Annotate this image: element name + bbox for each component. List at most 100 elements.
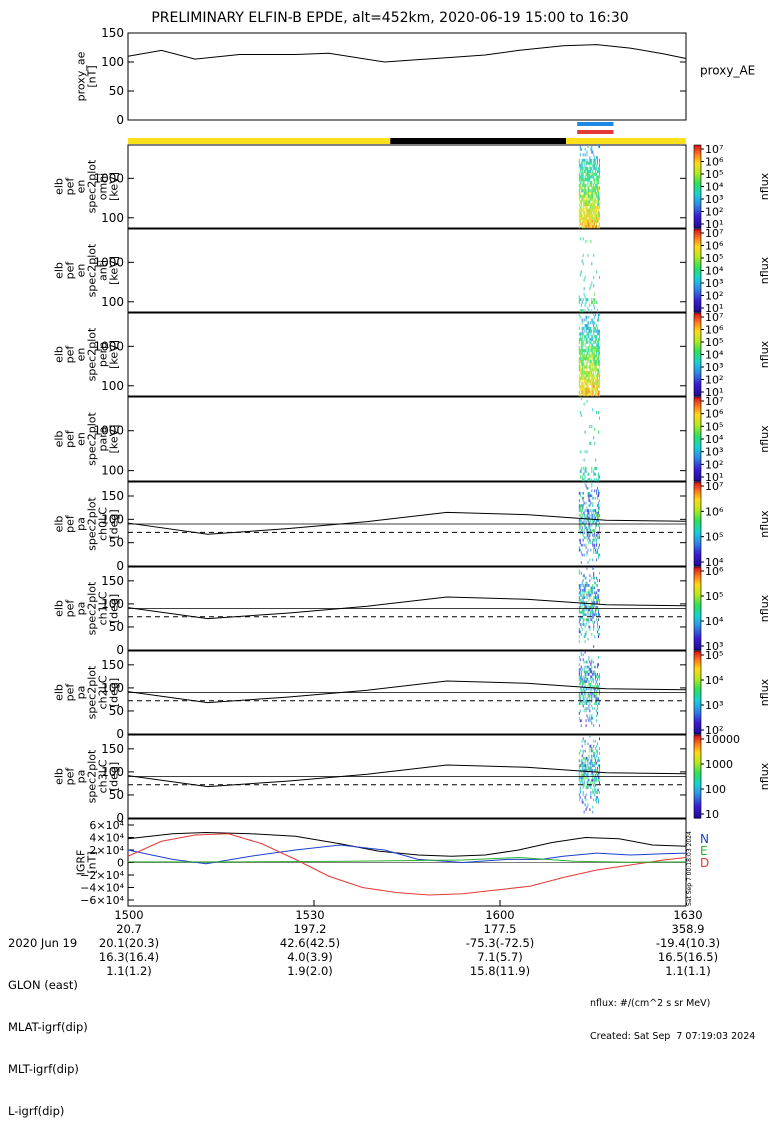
en_para-pixel: [584, 450, 586, 454]
en_para-ylabel-line-1: pef: [64, 429, 77, 448]
en_perp-pixel: [584, 371, 586, 375]
en_anti-colorbar-cell-5: [694, 239, 701, 243]
pa_ch0-pixel: [580, 504, 582, 508]
pa_ch3-colorbar-cell-34: [694, 805, 701, 809]
pa_ch0-pixel: [592, 543, 594, 547]
pa_ch1-pixel: [582, 584, 584, 587]
en_anti-colorbar-cell-16: [694, 262, 701, 265]
pa_ch0-colorbar-cell-3: [694, 488, 701, 491]
en_perp-pixel: [597, 332, 599, 336]
pa_ch1-pixel: [587, 603, 589, 607]
en_anti-pixel: [582, 253, 584, 257]
proxy_ae-frame: [127, 32, 687, 121]
pa_ch1-pixel: [599, 625, 600, 629]
pa_ch3-pixel: [584, 759, 586, 763]
en_perp-pixel: [593, 346, 595, 350]
en_perp-pixel: [582, 365, 584, 369]
pa_ch1-pixel: [579, 603, 581, 607]
en_omni-pixel: [583, 161, 585, 165]
en_perp-pixel: [583, 387, 585, 391]
pa_ch3-pixel: [587, 742, 589, 746]
pa_ch0-pixel: [592, 496, 594, 500]
pa_ch3-pixel: [578, 771, 580, 775]
pa_ch0-colorbar-cell-19: [694, 521, 701, 525]
en_para-pixel: [580, 469, 582, 473]
en_omni-colorbar-cell-32: [694, 211, 701, 215]
pa_ch0-pixel: [587, 516, 589, 520]
pa_ch1-pixel: [597, 606, 599, 609]
pa_ch3-pixel: [599, 791, 600, 794]
en_para-colorbar-cell-13: [694, 424, 701, 427]
pa_ch2-pixel: [584, 685, 586, 688]
pa_ch2-colorbar-cell-16: [694, 684, 701, 687]
en_omni-pixel: [588, 169, 590, 173]
pa_ch0-pixel: [588, 536, 590, 540]
en_anti-ylabel-line-3: spec2plot: [86, 243, 99, 297]
igrf-series-E: [127, 844, 687, 865]
en_perp-pixel: [583, 362, 585, 366]
pa_ch3-colorbar-cell-18: [694, 772, 701, 776]
pa_ch2-pixel: [583, 690, 585, 693]
en_para-pixel: [596, 411, 598, 415]
pa_ch0-pixel: [594, 533, 596, 537]
en_omni-pixel: [589, 222, 591, 226]
en_omni-pixel: [592, 150, 594, 154]
pa_ch2-pixel: [594, 670, 596, 674]
en_omni-pixel: [596, 178, 598, 182]
en_para-pixel: [586, 450, 588, 454]
pa_ch2-colorbar-cell-3: [694, 657, 701, 660]
en_omni-pixel: [589, 216, 591, 220]
pa_ch2-pixel: [590, 690, 592, 693]
pa_ch2-colorbar-cell-0: [694, 651, 701, 654]
en_omni-pixel: [587, 192, 589, 196]
en_omni-pixel: [593, 205, 595, 209]
en_omni-pixel: [592, 192, 594, 196]
en_perp-pixel: [589, 329, 591, 333]
en_perp-pixel: [595, 329, 597, 333]
pa_ch1-pixel: [583, 574, 585, 578]
pa_ch2-pixel: [580, 651, 582, 654]
en_omni-pixel: [598, 186, 600, 190]
en_para-pixel: [580, 397, 582, 401]
pa_ch1-pixel: [599, 613, 600, 617]
en_omni-pixel: [589, 172, 591, 176]
pa_ch2-colorbar-label-1: 10⁴: [705, 674, 724, 687]
en_omni-pixel: [585, 189, 587, 193]
en_perp-pixel: [588, 315, 590, 319]
pa_ch2-pixel: [592, 707, 594, 710]
pa_ch3-pixel: [598, 776, 600, 780]
en_anti-colorbar-cell-1: [694, 231, 701, 234]
en_perp-pixel: [582, 348, 584, 353]
pa_ch1-pixel: [581, 581, 583, 585]
pa_ch0-colorbar-cell-22: [694, 528, 701, 531]
pa_ch3-pixel: [590, 786, 592, 790]
en_omni-pixel: [583, 192, 585, 196]
en_perp-pixel: [583, 354, 585, 358]
en_perp-pixel: [580, 343, 582, 347]
en_perp-pixel: [580, 376, 582, 380]
en_omni-pixel: [594, 225, 596, 229]
pa_ch0-pixel: [581, 553, 583, 557]
en_omni-pixel: [597, 178, 599, 182]
pa_ch2-pixel: [596, 692, 598, 696]
en_omni-pixel: [586, 150, 588, 154]
en_perp-pixel: [586, 365, 588, 369]
pa_ch1-pixel: [579, 591, 581, 595]
en_omni-pixel: [588, 203, 590, 207]
en_perp-pixel: [591, 337, 593, 341]
en_para-colorbar-cell-15: [694, 428, 701, 432]
pa_ch3-pixel: [589, 761, 591, 765]
en_para-pixel: [583, 478, 585, 482]
pa_ch2-colorbar-frame: [693, 650, 702, 735]
en_perp-pixel: [587, 340, 589, 344]
pa_ch1-colorbar-label-0: 10⁶: [705, 565, 724, 578]
en_omni-pixel: [583, 200, 585, 204]
en_para-colorbar-cell-27: [694, 453, 701, 457]
en_omni-ylabel-line-3: spec2plot: [86, 159, 99, 213]
en_omni-pixel: [599, 205, 600, 209]
pa_ch2-pixel: [596, 702, 598, 706]
en_perp-pixel: [598, 368, 600, 372]
pa_ch1-colorbar-cell-2: [694, 571, 701, 574]
pa_ch0-pixel: [578, 499, 580, 503]
en_omni-colorbar-cell-21: [694, 188, 701, 192]
